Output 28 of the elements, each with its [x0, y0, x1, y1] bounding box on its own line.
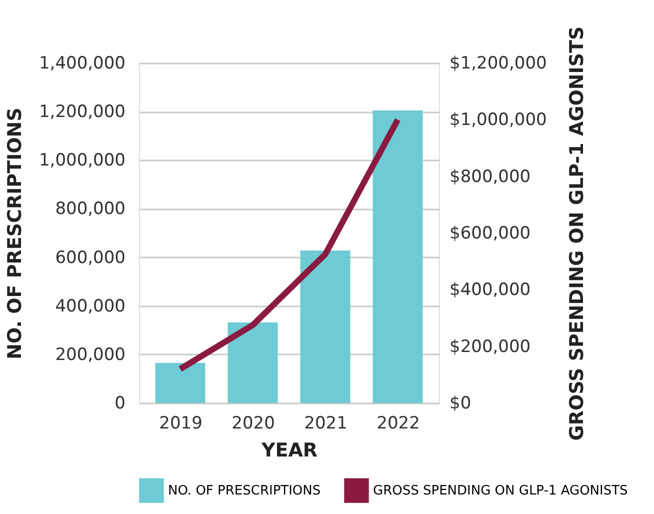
legend-label: GROSS SPENDING ON GLP-1 AGONISTS: [373, 484, 628, 499]
x-tick-label: 2021: [304, 414, 348, 434]
x-tick-label: 2022: [376, 414, 420, 434]
y-tick-label: 800,000: [55, 199, 126, 220]
bar: [372, 110, 423, 403]
x-tick-label: 2020: [232, 414, 275, 434]
x-tick-label: 2019: [159, 414, 202, 434]
y2-tick-label: $1,000,000: [450, 110, 547, 130]
y2-tick-label: $400,000: [450, 280, 531, 300]
y-tick-label: 0: [114, 394, 126, 414]
y-tick-label: 600,000: [55, 248, 126, 268]
bar: [228, 322, 278, 403]
y2-tick-label: $1,200,000: [450, 54, 547, 74]
y2-tick-label: $0: [450, 394, 472, 414]
y2-tick-label: $800,000: [450, 166, 531, 187]
y-tick-label: 200,000: [55, 344, 126, 365]
bar: [300, 250, 350, 403]
bar: [155, 362, 206, 403]
y-tick-label: 1,000,000: [38, 150, 126, 171]
legend-label: NO. OF PRESCRIPTIONS: [168, 484, 321, 499]
y-tick-label: 1,400,000: [38, 54, 126, 74]
y2-tick-label: $200,000: [450, 336, 531, 357]
y-axis-title: NO. OF PRESCRIPTIONS: [4, 108, 26, 360]
y2-axis-title: GROSS SPENDING ON GLP-1 AGONISTS: [566, 26, 588, 441]
y2-tick-label: $600,000: [450, 224, 531, 244]
y-tick-label: 400,000: [55, 296, 126, 316]
y-tick-label: 1,200,000: [38, 102, 126, 122]
x-axis-title: YEAR: [260, 440, 318, 462]
